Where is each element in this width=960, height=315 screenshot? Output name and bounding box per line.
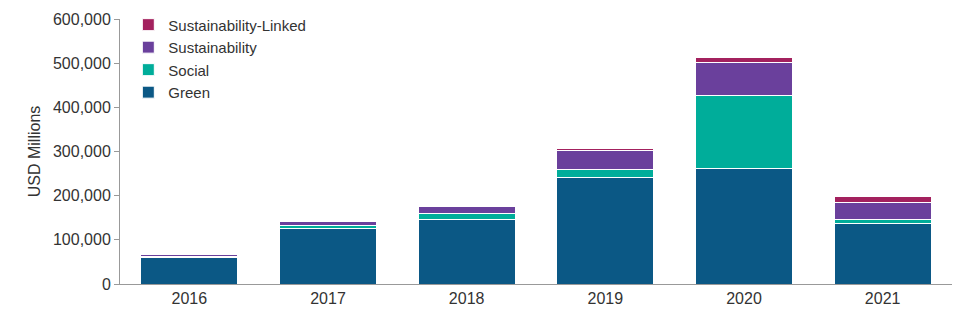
svg-text:300,000: 300,000 [53,143,111,160]
svg-text:Social: Social [168,62,209,79]
svg-text:Sustainability-Linked: Sustainability-Linked [168,17,306,34]
svg-text:0: 0 [102,276,111,293]
svg-text:100,000: 100,000 [53,231,111,248]
svg-text:500,000: 500,000 [53,55,111,72]
svg-text:Green: Green [168,84,210,101]
svg-text:2017: 2017 [310,290,346,307]
svg-text:USD Millions: USD Millions [26,106,43,198]
svg-text:2021: 2021 [865,290,901,307]
svg-text:2018: 2018 [449,290,485,307]
svg-text:2016: 2016 [172,290,208,307]
svg-text:400,000: 400,000 [53,99,111,116]
svg-text:2019: 2019 [588,290,624,307]
svg-text:200,000: 200,000 [53,187,111,204]
svg-text:Sustainability: Sustainability [168,39,257,56]
svg-text:600,000: 600,000 [53,11,111,28]
svg-text:2020: 2020 [726,290,762,307]
